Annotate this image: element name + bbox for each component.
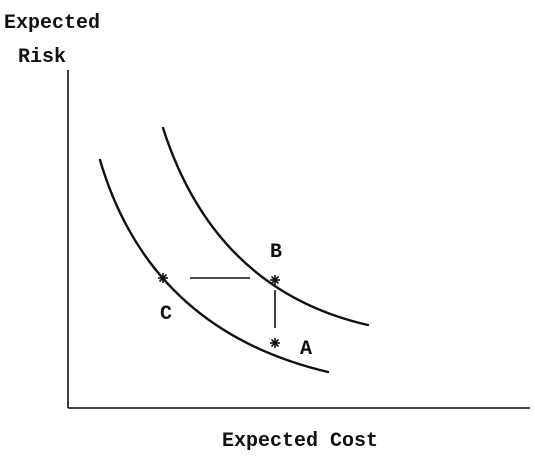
point-label: A bbox=[300, 338, 312, 361]
star-b bbox=[270, 275, 280, 285]
x-axis-label: Expected Cost bbox=[222, 430, 378, 453]
star-a bbox=[270, 338, 280, 348]
star-c bbox=[158, 273, 168, 283]
point-label: B bbox=[270, 241, 282, 264]
upper-curve bbox=[161, 126, 370, 327]
point-label: C bbox=[160, 303, 172, 326]
y-axis-label: Risk bbox=[18, 46, 66, 69]
y-axis-label: Expected bbox=[4, 12, 100, 35]
lower-curve bbox=[98, 158, 330, 374]
